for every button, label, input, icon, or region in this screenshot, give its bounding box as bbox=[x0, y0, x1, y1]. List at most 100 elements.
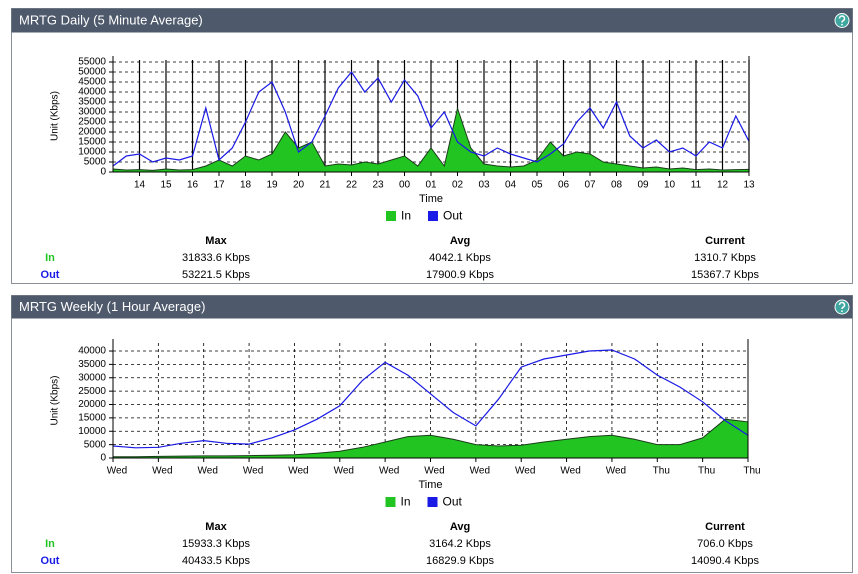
table-cell: 40433.5 Kbps bbox=[182, 555, 250, 567]
legend-swatch bbox=[427, 497, 438, 507]
y-tick-label: 40000 bbox=[78, 87, 106, 98]
legend-label: In bbox=[401, 495, 411, 509]
x-tick-label: 01 bbox=[425, 180, 437, 191]
line bbox=[112, 349, 749, 449]
x-tick-label: Wed bbox=[560, 466, 580, 477]
y-tick-label: 30000 bbox=[78, 107, 106, 118]
y-tick-label: 20000 bbox=[78, 399, 106, 410]
table-cell: 15933.3 Kbps bbox=[182, 538, 250, 550]
table-cell: 1310.7 Kbps bbox=[694, 252, 756, 264]
x-tick-label: Wed bbox=[107, 466, 127, 477]
row-name: In bbox=[45, 538, 55, 550]
legend-swatch bbox=[386, 211, 396, 221]
table-cell: 53221.5 Kbps bbox=[182, 269, 250, 281]
table-cell: 15367.7 Kbps bbox=[691, 269, 759, 281]
y-tick-label: 30000 bbox=[78, 372, 106, 383]
x-tick-label: Thu bbox=[743, 466, 760, 477]
x-tick-label: Wed bbox=[379, 466, 399, 477]
x-tick-label: 08 bbox=[611, 180, 623, 191]
x-tick-label: Wed bbox=[288, 466, 308, 477]
table-header: Max bbox=[205, 235, 227, 247]
x-tick-label: 13 bbox=[743, 180, 755, 191]
x-tick-label: 07 bbox=[584, 180, 596, 191]
table-cell: 14090.4 Kbps bbox=[691, 555, 759, 567]
x-tick-label: 20 bbox=[293, 180, 305, 191]
x-tick-label: 06 bbox=[558, 180, 570, 191]
row-name: In bbox=[45, 252, 55, 264]
x-tick-label: 04 bbox=[505, 180, 517, 191]
legend-label: Out bbox=[443, 495, 463, 509]
table-cell: 706.0 Kbps bbox=[697, 538, 753, 550]
row-name: Out bbox=[41, 269, 60, 281]
x-tick-label: Wed bbox=[243, 466, 263, 477]
legend-swatch bbox=[428, 211, 438, 221]
y-tick-label: 35000 bbox=[78, 97, 106, 108]
table-header: Current bbox=[705, 521, 745, 533]
y-tick-label: 25000 bbox=[78, 386, 106, 397]
x-tick-label: 09 bbox=[637, 180, 649, 191]
legend-label: In bbox=[401, 209, 411, 223]
x-tick-label: 12 bbox=[717, 180, 729, 191]
x-tick-label: 22 bbox=[346, 180, 358, 191]
y-tick-label: 20000 bbox=[78, 127, 106, 138]
y-axis-label: Unit (Kbps) bbox=[50, 375, 61, 425]
x-tick-label: Wed bbox=[515, 466, 535, 477]
x-tick-label: Thu bbox=[653, 466, 670, 477]
row-name: Out bbox=[41, 555, 60, 567]
y-tick-label: 5000 bbox=[84, 157, 107, 168]
y-tick-label: 35000 bbox=[78, 359, 106, 370]
y-tick-label: 15000 bbox=[78, 137, 106, 148]
y-tick-label: 0 bbox=[100, 453, 106, 464]
area bbox=[112, 106, 750, 173]
y-tick-label: 15000 bbox=[78, 413, 106, 424]
legend-swatch bbox=[385, 497, 396, 507]
y-tick-label: 40000 bbox=[78, 346, 106, 357]
x-tick-label: 17 bbox=[213, 180, 225, 191]
y-tick-label: 45000 bbox=[78, 77, 106, 88]
x-tick-label: 16 bbox=[187, 180, 199, 191]
table-cell: 3164.2 Kbps bbox=[429, 538, 491, 550]
table-header: Avg bbox=[450, 235, 470, 247]
table-cell: 17900.9 Kbps bbox=[426, 269, 494, 281]
line bbox=[112, 70, 750, 167]
y-tick-label: 50000 bbox=[78, 67, 106, 78]
x-axis-label: Time bbox=[418, 479, 442, 491]
y-tick-label: 5000 bbox=[84, 439, 107, 450]
x-tick-label: 14 bbox=[134, 180, 146, 191]
help-icon[interactable] bbox=[834, 13, 850, 28]
x-tick-label: Wed bbox=[470, 466, 490, 477]
table-header: Avg bbox=[450, 521, 470, 533]
area bbox=[112, 418, 749, 459]
x-tick-label: Wed bbox=[424, 466, 444, 477]
table-cell: 4042.1 Kbps bbox=[429, 252, 491, 264]
x-tick-label: 05 bbox=[531, 180, 543, 191]
legend-label: Out bbox=[443, 209, 463, 223]
y-tick-label: 0 bbox=[100, 167, 106, 178]
y-tick-label: 10000 bbox=[78, 147, 106, 158]
x-tick-label: 21 bbox=[319, 180, 331, 191]
x-tick-label: 02 bbox=[452, 180, 464, 191]
table-cell: 16829.9 Kbps bbox=[426, 555, 494, 567]
panel-title: MRTG Daily (5 Minute Average) bbox=[19, 12, 203, 27]
table-header: Max bbox=[205, 521, 227, 533]
y-tick-label: 25000 bbox=[78, 117, 106, 128]
x-tick-label: Wed bbox=[606, 466, 626, 477]
panel-header bbox=[11, 295, 853, 319]
table-cell: 31833.6 Kbps bbox=[182, 252, 250, 264]
x-tick-label: Thu bbox=[698, 466, 715, 477]
x-tick-label: 23 bbox=[372, 180, 384, 191]
panel-title: MRTG Weekly (1 Hour Average) bbox=[19, 299, 205, 314]
x-tick-label: 18 bbox=[240, 180, 252, 191]
x-tick-label: 00 bbox=[399, 180, 411, 191]
x-tick-label: 15 bbox=[160, 180, 172, 191]
help-icon[interactable] bbox=[834, 299, 850, 315]
x-tick-label: 03 bbox=[478, 180, 490, 191]
y-tick-label: 10000 bbox=[78, 426, 106, 437]
panel bbox=[11, 8, 853, 284]
y-axis-label: Unit (Kbps) bbox=[50, 91, 61, 141]
x-tick-label: 10 bbox=[664, 180, 676, 191]
table-header: Current bbox=[705, 235, 745, 247]
x-tick-label: Wed bbox=[198, 466, 218, 477]
x-tick-label: 11 bbox=[691, 180, 702, 191]
